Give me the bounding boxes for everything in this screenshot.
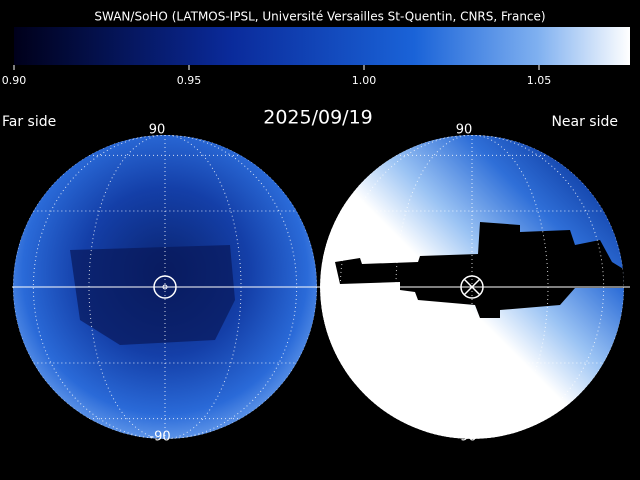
sun-marker	[460, 275, 484, 299]
near-side-label: Near side	[551, 114, 618, 130]
colorbar-tick-label: 1.00	[352, 74, 377, 87]
colorbar-tick-label: 1.05	[527, 74, 552, 87]
far-side-label: Far side	[2, 114, 56, 130]
title: SWAN/SoHO (LATMOS-IPSL, Université Versa…	[94, 10, 545, 24]
colorbar-tick-label: 0.90	[2, 74, 27, 87]
colorbar	[14, 27, 630, 65]
antisun-dot	[162, 284, 168, 290]
left-bottom-label: -90	[149, 430, 170, 445]
antisun-marker	[153, 275, 177, 299]
colorbar-tick-label: 0.95	[177, 74, 202, 87]
right-bottom-label: -90	[455, 430, 476, 445]
right-top-label: 90	[456, 123, 473, 138]
date: 2025/09/19	[263, 107, 373, 129]
sun-cross	[463, 278, 481, 296]
left-top-label: 90	[149, 123, 166, 138]
